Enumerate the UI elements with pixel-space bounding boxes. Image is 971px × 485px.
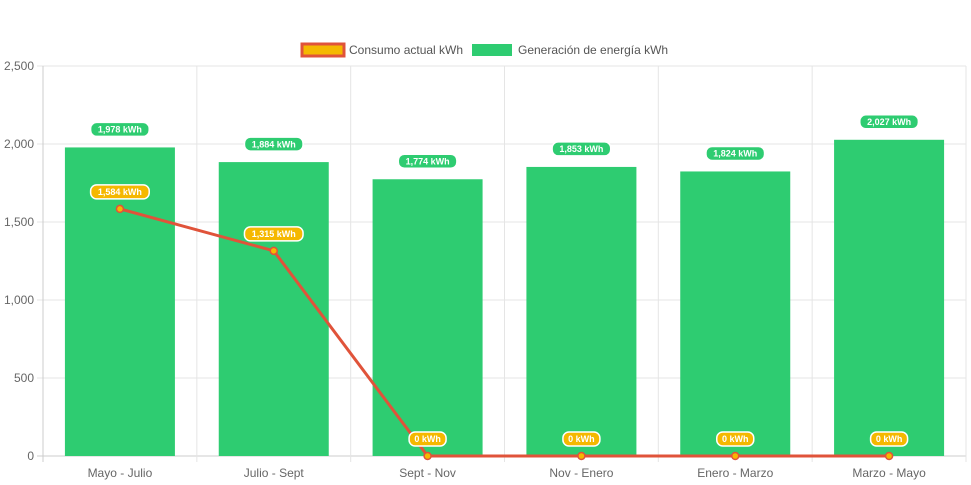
- consumption-point[interactable]: [115, 204, 125, 214]
- legend-label-generacion: Generación de energía kWh: [518, 43, 668, 57]
- data-label-pill: [243, 226, 304, 242]
- data-label-pill: [243, 136, 304, 152]
- axis-layer: 0 500 1,000 1,500 2,000 2,500 Mayo - Julio Juli…: [4, 59, 926, 480]
- data-label-pill: [551, 141, 612, 157]
- generation-bar[interactable]: [218, 162, 329, 456]
- x-tick-label: Nov - Enero: [549, 466, 613, 480]
- consumption-point[interactable]: [269, 246, 278, 256]
- generation-bar[interactable]: [680, 171, 791, 456]
- legend: Consumo actual kWh Generación de energía…: [300, 42, 668, 58]
- generation-bar[interactable]: [834, 139, 945, 456]
- consumption-point[interactable]: [423, 451, 432, 461]
- data-label-text: 1,584 kWh: [98, 187, 142, 197]
- data-label-pill: [859, 114, 920, 130]
- legend-label-consumo: Consumo actual kWh: [349, 43, 463, 57]
- legend-swatch-generacion: [472, 44, 512, 56]
- data-label: 0 kWh: [408, 431, 447, 447]
- generation-bar[interactable]: [372, 179, 483, 457]
- data-label: 1,315 kWh: [243, 226, 304, 242]
- x-tick-label: Mayo - Julio: [88, 466, 153, 480]
- data-label-text: 1,884 kWh: [252, 139, 296, 149]
- data-label-pill: [89, 121, 150, 138]
- data-label-pill: [89, 184, 150, 200]
- x-tick-label: Sept - Nov: [399, 466, 456, 480]
- data-label-text: 1,774 kWh: [406, 156, 450, 166]
- bar-layer: [64, 139, 945, 457]
- data-label: 0 kWh: [869, 431, 909, 447]
- data-label: 1,824 kWh: [705, 145, 766, 162]
- data-label: 1,584 kWh: [89, 184, 150, 200]
- x-tick-label: Marzo - Mayo: [852, 466, 926, 480]
- data-label: 0 kWh: [562, 431, 601, 447]
- data-label-pill: [408, 431, 447, 447]
- y-tick-label: 1,500: [4, 215, 34, 229]
- data-label: 1,774 kWh: [397, 153, 458, 170]
- consumption-line: [119, 207, 890, 458]
- data-label-text: 0 kWh: [876, 434, 903, 444]
- y-tick-label: 2,000: [4, 137, 34, 151]
- data-label: 1,853 kWh: [551, 141, 612, 157]
- consumption-point[interactable]: [577, 451, 586, 461]
- data-label-text: 0 kWh: [568, 434, 595, 444]
- data-label-pill: [705, 145, 766, 162]
- data-label: 2,027 kWh: [859, 114, 920, 130]
- data-label-pill: [716, 431, 755, 447]
- y-tick-label: 1,000: [4, 293, 34, 307]
- x-tick-label: Julio - Sept: [244, 466, 305, 480]
- legend-swatch-consumo: [300, 42, 346, 58]
- line-layer: [115, 204, 894, 461]
- y-tick-label: 2,500: [4, 59, 34, 73]
- y-tick-label: 0: [27, 449, 34, 463]
- data-label: 1,978 kWh: [89, 121, 150, 138]
- generation-bar[interactable]: [526, 166, 637, 456]
- data-label-text: 1,853 kWh: [559, 144, 603, 154]
- y-tick-label: 500: [14, 371, 34, 385]
- data-label-text: 2,027 kWh: [867, 117, 911, 127]
- consumption-point[interactable]: [884, 451, 894, 461]
- grid-layer: [37, 65, 967, 462]
- data-label-text: 1,824 kWh: [713, 149, 757, 159]
- data-label: 0 kWh: [716, 431, 755, 447]
- data-label-layer: 1,978 kWh 1,884 kWh 1,774 kWh 1,853 kWh 1,82…: [89, 114, 920, 447]
- data-label-text: 0 kWh: [414, 434, 441, 444]
- data-label-pill: [869, 431, 909, 447]
- legend-item-generacion[interactable]: Generación de energía kWh: [472, 43, 668, 57]
- data-label-pill: [562, 431, 601, 447]
- x-tick-label: Enero - Marzo: [697, 466, 773, 480]
- data-label-pill: [397, 153, 458, 170]
- legend-item-consumo[interactable]: Consumo actual kWh: [300, 42, 463, 58]
- data-label-text: 1,978 kWh: [98, 125, 142, 135]
- data-label-text: 0 kWh: [722, 434, 749, 444]
- data-label-text: 1,315 kWh: [252, 229, 296, 239]
- consumption-point[interactable]: [731, 451, 740, 461]
- data-label: 1,884 kWh: [243, 136, 304, 152]
